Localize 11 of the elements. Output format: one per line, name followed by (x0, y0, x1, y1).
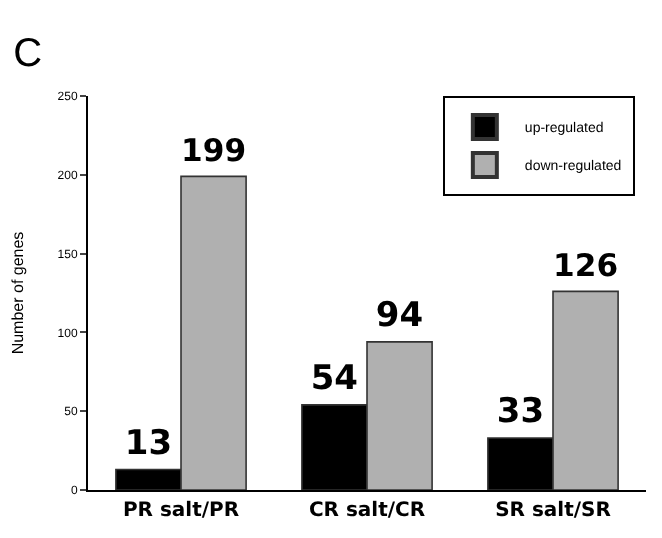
chart-title: C (13, 31, 43, 76)
data-label: 33 (496, 392, 545, 432)
data-label: 126 (553, 248, 619, 285)
x-tick-label: SR salt/SR (495, 500, 612, 522)
data-label: 54 (310, 358, 359, 399)
data-label: 94 (375, 295, 424, 336)
x-tick-label: PR salt/PR (122, 500, 240, 522)
data-label: 13 (124, 423, 173, 464)
y-axis-title: Number of genes (8, 231, 27, 355)
x-tick-label: CR salt/CR (308, 500, 426, 522)
data-label: 199 (181, 133, 247, 170)
